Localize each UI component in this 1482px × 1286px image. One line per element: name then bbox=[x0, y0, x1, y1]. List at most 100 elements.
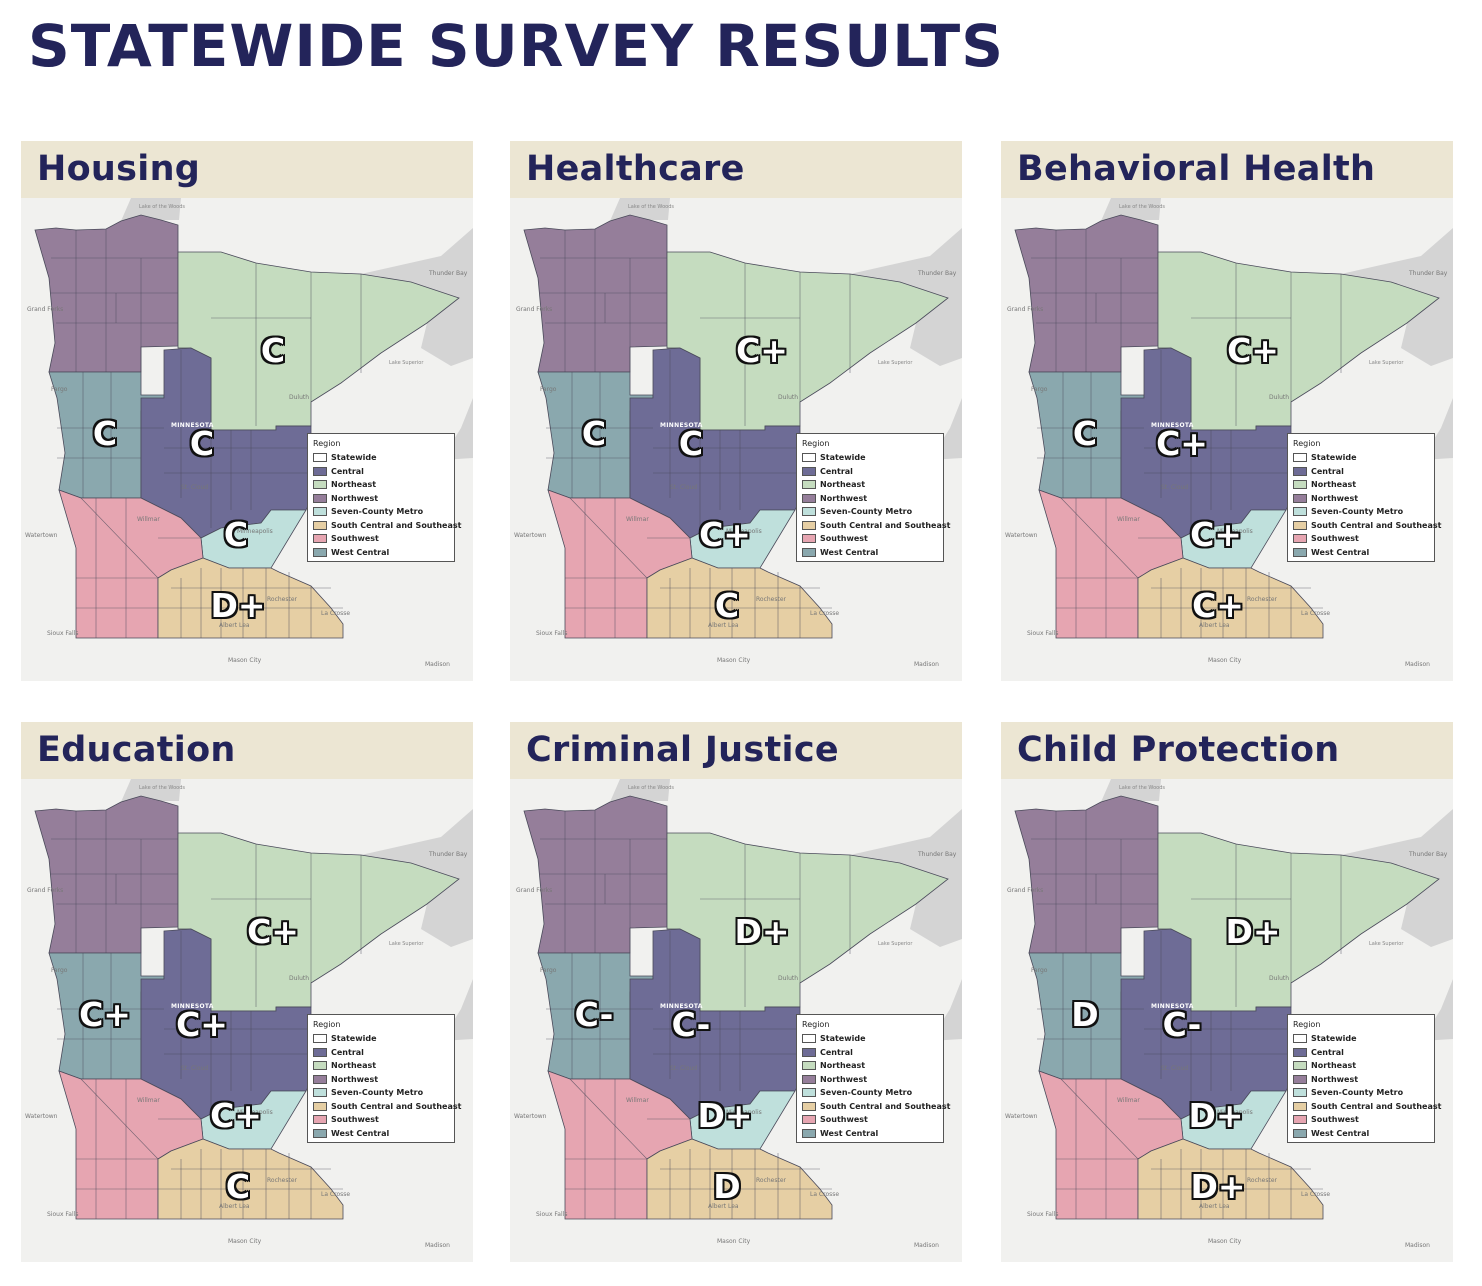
legend-item: Northeast bbox=[1293, 478, 1429, 492]
map-label-willmar: Willmar bbox=[1117, 516, 1140, 523]
legend-item: Southwest bbox=[313, 1113, 449, 1127]
map-label-la-crosse: La Crosse bbox=[810, 610, 840, 617]
map-label-rochester: Rochester bbox=[756, 596, 786, 603]
legend-item: Southwest bbox=[802, 1113, 938, 1127]
map-label-mason-city: Mason City bbox=[1208, 1238, 1242, 1245]
seven-county-metro-grade: C bbox=[223, 515, 249, 554]
legend-title: Region bbox=[313, 1020, 341, 1029]
northwest-region bbox=[1014, 214, 1159, 373]
legend-label: South Central and Southeast bbox=[820, 1101, 951, 1111]
map-label-fargo: Fargo bbox=[540, 967, 557, 974]
legend-item: South Central and Southeast bbox=[1293, 519, 1441, 533]
map-label-la-crosse: La Crosse bbox=[1301, 1191, 1331, 1198]
legend-swatch bbox=[313, 453, 327, 463]
legend-label: Northwest bbox=[1311, 1074, 1359, 1084]
map-label-lake-superior: Lake Superior bbox=[878, 360, 913, 366]
legend-item: Central bbox=[802, 465, 938, 479]
legend-item: Central bbox=[313, 465, 449, 479]
lake-superior-water bbox=[1341, 228, 1453, 366]
map-label-st-cloud: St. Cloud bbox=[670, 1065, 698, 1072]
map-label-la-crosse: La Crosse bbox=[1301, 610, 1331, 617]
legend-swatch bbox=[802, 1115, 816, 1125]
central-grade: C+ bbox=[1156, 424, 1208, 463]
map-label-grand-forks: Grand Forks bbox=[516, 887, 553, 894]
seven-county-metro-grade: D+ bbox=[1188, 1096, 1244, 1135]
region-legend: Region Statewide Central Northeast Northwest… bbox=[796, 1014, 950, 1143]
map-label-willmar: Willmar bbox=[626, 1097, 649, 1104]
legend-item: Seven-County Metro bbox=[1293, 505, 1429, 519]
legend-item: Statewide bbox=[313, 451, 449, 465]
legend-item: Northeast bbox=[802, 478, 938, 492]
legend-title: Region bbox=[1293, 439, 1321, 448]
legend-item: South Central and Southeast bbox=[313, 1100, 461, 1114]
map-label-sioux-falls: Sioux Falls bbox=[536, 630, 568, 637]
northeast-grade: C bbox=[260, 331, 286, 370]
county-border bbox=[80, 497, 159, 579]
legend-label: West Central bbox=[1311, 1128, 1370, 1138]
central-grade: C- bbox=[671, 1005, 711, 1044]
legend-item: West Central bbox=[1293, 546, 1429, 560]
northeast-grade: C+ bbox=[736, 331, 788, 370]
map-label-thunder-bay: Thunder Bay bbox=[1409, 270, 1448, 277]
legend-swatch bbox=[313, 534, 327, 544]
legend-item: Northwest bbox=[1293, 492, 1429, 506]
map-label-minneapolis: Minneapolis bbox=[1217, 528, 1253, 535]
legend-label: Central bbox=[1311, 466, 1344, 476]
legend-label: Southwest bbox=[331, 1115, 379, 1125]
legend-label: South Central and Southeast bbox=[331, 1101, 462, 1111]
water-body bbox=[121, 198, 181, 221]
map-label-albert-lea: Albert Lea bbox=[219, 622, 250, 629]
south-central-southeast-grade: D bbox=[713, 1167, 741, 1206]
legend-label: Northwest bbox=[820, 493, 868, 503]
map-label-albert-lea: Albert Lea bbox=[219, 1203, 250, 1210]
map-label-mason-city: Mason City bbox=[717, 657, 751, 664]
panel-title: Healthcare bbox=[510, 141, 962, 198]
legend-swatch bbox=[1293, 1047, 1307, 1057]
map-label-willmar: Willmar bbox=[137, 1097, 160, 1104]
legend-item: Northwest bbox=[802, 1073, 938, 1087]
map-label-fargo: Fargo bbox=[51, 386, 68, 393]
map-label-lake-superior: Lake Superior bbox=[389, 941, 424, 947]
legend-swatch bbox=[802, 1128, 816, 1138]
legend-swatch bbox=[802, 1034, 816, 1044]
water-body bbox=[930, 398, 962, 460]
legend-label: Statewide bbox=[1311, 453, 1357, 463]
legend-label: Seven-County Metro bbox=[331, 507, 424, 517]
map-label-grand-forks: Grand Forks bbox=[1007, 887, 1044, 894]
legend-item: Northwest bbox=[802, 492, 938, 506]
map-label-minneapolis: Minneapolis bbox=[1217, 1109, 1253, 1116]
map-label-duluth: Duluth bbox=[778, 394, 799, 401]
legend-label: Seven-County Metro bbox=[1311, 507, 1404, 517]
map-label-thunder-bay: Thunder Bay bbox=[429, 851, 468, 858]
map-label-rochester: Rochester bbox=[1247, 1177, 1277, 1184]
county-border bbox=[1060, 1078, 1139, 1160]
minnesota-region-map bbox=[1001, 779, 1453, 1262]
legend-item: Southwest bbox=[1293, 532, 1429, 546]
map-label-willmar: Willmar bbox=[1117, 1097, 1140, 1104]
legend-title: Region bbox=[802, 1020, 830, 1029]
legend-swatch bbox=[313, 1061, 327, 1071]
legend-label: Northeast bbox=[1311, 1061, 1357, 1071]
legend-swatch bbox=[1293, 1034, 1307, 1044]
legend-swatch bbox=[313, 520, 327, 530]
legend-swatch bbox=[802, 480, 816, 490]
water-body bbox=[441, 979, 473, 1041]
water-body bbox=[1421, 979, 1453, 1041]
map-label-lake-superior: Lake Superior bbox=[1369, 360, 1404, 366]
minnesota-region-map bbox=[21, 779, 473, 1262]
legend-label: South Central and Southeast bbox=[331, 520, 462, 530]
legend-item: Southwest bbox=[1293, 1113, 1429, 1127]
legend-label: Northeast bbox=[820, 1061, 866, 1071]
map-label-sioux-falls: Sioux Falls bbox=[1027, 630, 1059, 637]
county-border bbox=[569, 1078, 648, 1160]
legend-item: Northeast bbox=[1293, 1059, 1429, 1073]
legend-label: South Central and Southeast bbox=[820, 520, 951, 530]
legend-label: Statewide bbox=[331, 1034, 377, 1044]
legend-item: Northeast bbox=[313, 478, 449, 492]
legend-swatch bbox=[802, 1061, 816, 1071]
map-label-watertown: Watertown bbox=[514, 1113, 547, 1120]
legend-item: West Central bbox=[313, 1127, 449, 1141]
map-label-fargo: Fargo bbox=[540, 386, 557, 393]
map-label-albert-lea: Albert Lea bbox=[708, 1203, 739, 1210]
map-label-mason-city: Mason City bbox=[717, 1238, 751, 1245]
